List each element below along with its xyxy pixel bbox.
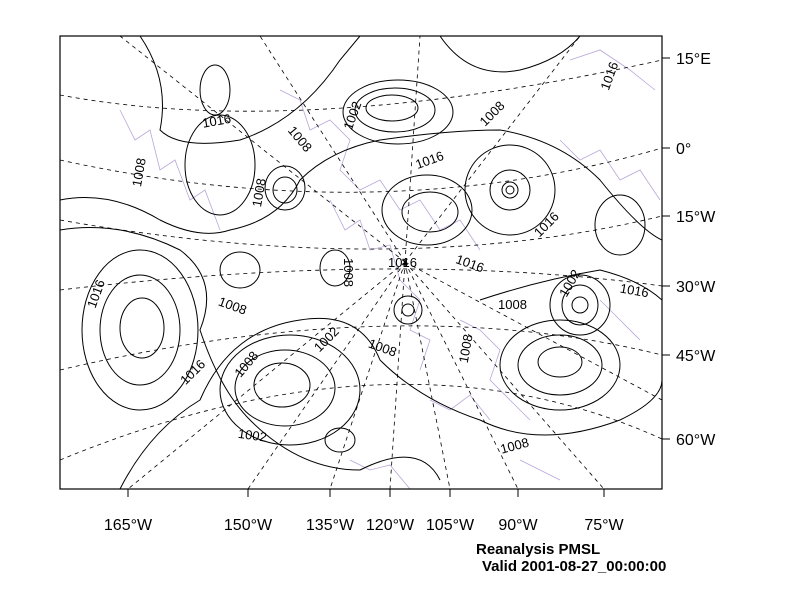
valid-time: Valid 2001-08-27_00:00:00 — [482, 558, 667, 575]
graticule — [60, 36, 662, 489]
contour-label: 1016 — [619, 281, 650, 301]
x-tick-label: 120°W — [366, 517, 415, 534]
x-axis — [127, 489, 605, 497]
contour-label: 1008 — [285, 123, 315, 155]
contour-label: 1008 — [249, 177, 269, 208]
x-tick-label: 135°W — [306, 517, 355, 534]
y-tick-label: 0° — [676, 141, 691, 158]
y-axis — [662, 57, 670, 440]
contour-label: 1016 — [531, 209, 562, 240]
contour-label: 1016 — [201, 111, 232, 131]
contour-label: 1016 — [388, 255, 417, 270]
contour-label: 1008 — [477, 98, 508, 129]
contour-label: 1008 — [341, 258, 356, 287]
x-tick-label: 75°W — [584, 517, 624, 534]
y-tick-label: 30°W — [676, 279, 716, 296]
contour-label: 1008 — [456, 333, 476, 364]
contour-labels: 1016 1008 1002 1008 1016 1016 1008 1008 … — [84, 60, 650, 457]
map-title: Reanalysis PMSL — [476, 541, 601, 558]
x-tick-label: 90°W — [498, 517, 538, 534]
x-tick-label: 105°W — [426, 517, 475, 534]
x-tick-label: 150°W — [224, 517, 273, 534]
contour-label: 1008 — [366, 336, 398, 360]
contour-label: 1008 — [499, 435, 531, 457]
contour-label: 1016 — [597, 60, 621, 92]
x-tick-label: 165°W — [104, 517, 153, 534]
map-frame — [59, 35, 663, 490]
isobars — [60, 36, 662, 489]
contour-label: 1016 — [413, 148, 445, 172]
contour-label: 1016 — [454, 251, 486, 275]
contour-label: 1002 — [340, 99, 364, 131]
contour-label: 1008 — [498, 297, 527, 312]
contour-label: 1016 — [177, 356, 208, 387]
y-tick-label: 15°W — [676, 209, 716, 226]
contour-label: 1008 — [129, 157, 149, 188]
y-tick-label: 60°W — [676, 432, 716, 449]
contour-label: 1002 — [556, 267, 583, 300]
y-tick-label: 45°W — [676, 348, 716, 365]
contour-label: 1008 — [216, 294, 248, 318]
y-tick-label: 15°E — [676, 51, 711, 68]
contour-label: 1002 — [237, 426, 268, 445]
